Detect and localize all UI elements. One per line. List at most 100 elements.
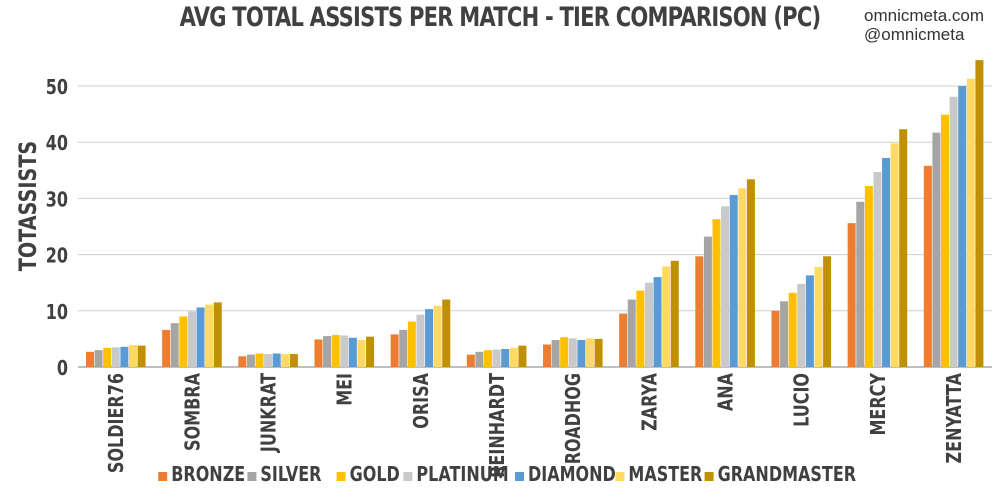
legend-swatch-bronze	[158, 472, 168, 481]
bar-roadhog-silver	[551, 340, 560, 367]
legend-label-silver: SILVER	[260, 463, 321, 486]
bar-lucio-platinum	[797, 283, 806, 367]
bar-reinhardt-master	[509, 347, 518, 367]
credit-handle: @omnicmeta	[864, 25, 965, 44]
bar-mei-master	[357, 340, 366, 367]
bar-mercy-platinum	[873, 171, 882, 367]
legend-swatch-silver	[247, 472, 257, 481]
x-tick-label: REINHARDT	[486, 372, 509, 477]
bar-mei-diamond	[348, 337, 357, 367]
bar-ana-grandmaster	[746, 179, 755, 367]
bar-reinhardt-diamond	[501, 349, 510, 367]
y-tick-label: 10	[46, 301, 68, 324]
credit: omnicmeta.com @omnicmeta	[864, 6, 984, 44]
bar-reinhardt-gold	[484, 350, 493, 367]
bar-zarya-master	[662, 266, 671, 367]
bar-mei-silver	[323, 336, 332, 367]
bar-sombra-gold	[179, 316, 188, 367]
bar-junkrat-silver	[246, 354, 255, 367]
legend-swatch-platinum	[403, 472, 413, 481]
y-tick-label: 30	[46, 189, 68, 212]
bar-soldier76-bronze	[85, 351, 94, 367]
bar-mei-platinum	[340, 335, 349, 367]
bar-zarya-diamond	[653, 277, 662, 367]
bar-roadhog-diamond	[577, 340, 586, 367]
legend-label-bronze: BRONZE	[171, 463, 245, 486]
x-tick-label: ORISA	[410, 373, 433, 429]
bar-orisa-gold	[407, 321, 416, 367]
bar-zenyatta-gold	[941, 114, 950, 367]
legend-swatch-diamond	[515, 472, 524, 481]
x-tick-label: LUCIO	[791, 373, 814, 427]
bar-lucio-gold	[788, 292, 797, 367]
bar-zarya-silver	[627, 299, 636, 367]
bar-soldier76-gold	[103, 347, 112, 367]
bar-lucio-bronze	[771, 310, 780, 367]
bar-soldier76-platinum	[111, 347, 120, 367]
bar-soldier76-master	[128, 345, 137, 367]
bar-orisa-bronze	[390, 334, 399, 367]
bar-orisa-master	[433, 305, 442, 367]
y-tick-label: 40	[46, 133, 68, 156]
bar-zenyatta-platinum	[949, 96, 958, 367]
bar-roadhog-grandmaster	[594, 338, 603, 367]
bar-junkrat-bronze	[238, 356, 247, 367]
bar-ana-master	[738, 188, 747, 367]
bar-mercy-master	[890, 143, 899, 367]
bar-sombra-diamond	[196, 307, 205, 367]
bar-orisa-diamond	[425, 309, 434, 367]
legend-label-platinum: PLATINUM	[416, 463, 508, 486]
x-tick-label: ZENYATTA	[943, 373, 966, 463]
bar-junkrat-master	[281, 354, 290, 367]
legend-label-gold: GOLD	[350, 463, 400, 486]
bar-reinhardt-grandmaster	[518, 345, 527, 367]
bar-mercy-grandmaster	[899, 129, 908, 367]
x-tick-label: JUNKRAT	[258, 372, 281, 453]
x-tick-label: MERCY	[867, 372, 890, 435]
bar-zenyatta-bronze	[923, 165, 932, 367]
bar-roadhog-master	[585, 338, 594, 367]
legend-swatch-master	[615, 472, 625, 481]
bar-lucio-diamond	[805, 275, 814, 367]
bar-zenyatta-silver	[932, 132, 941, 367]
bar-roadhog-gold	[560, 337, 569, 367]
y-tick-label: 50	[46, 76, 68, 99]
bar-reinhardt-silver	[475, 351, 484, 367]
legend-swatch-gold	[336, 472, 346, 481]
bar-reinhardt-platinum	[492, 349, 501, 367]
bar-ana-silver	[703, 236, 712, 367]
bar-orisa-platinum	[416, 314, 425, 367]
bar-zenyatta-diamond	[958, 86, 967, 367]
chart-title: AVG TOTAL ASSISTS PER MATCH - TIER COMPA…	[179, 2, 822, 33]
bar-junkrat-gold	[255, 353, 264, 367]
credit-site: omnicmeta.com	[864, 6, 984, 25]
bar-ana-diamond	[729, 195, 738, 367]
bar-zarya-bronze	[619, 313, 628, 367]
y-tick-label: 0	[57, 357, 68, 380]
bar-mei-grandmaster	[366, 336, 375, 367]
legend-label-master: MASTER	[628, 463, 702, 486]
bar-sombra-platinum	[187, 311, 196, 367]
x-tick-label: ANA	[715, 373, 738, 411]
bar-zarya-grandmaster	[670, 260, 679, 367]
bar-junkrat-platinum	[264, 354, 273, 367]
bar-lucio-silver	[780, 301, 789, 367]
bar-roadhog-bronze	[542, 344, 551, 367]
bar-roadhog-platinum	[568, 338, 577, 367]
bar-orisa-silver	[399, 329, 408, 367]
bar-zarya-platinum	[644, 282, 653, 367]
bar-sombra-silver	[170, 323, 179, 367]
bar-ana-platinum	[721, 206, 730, 367]
legend-label-diamond: DIAMOND	[528, 463, 616, 486]
y-tick-label: 20	[46, 245, 68, 268]
x-tick-label: MEI	[334, 373, 357, 406]
bar-lucio-master	[814, 266, 823, 367]
bar-zenyatta-master	[966, 78, 975, 367]
bar-sombra-master	[205, 304, 214, 367]
bar-mercy-silver	[856, 201, 865, 367]
bar-soldier76-grandmaster	[137, 345, 146, 367]
bar-mercy-bronze	[847, 223, 856, 367]
bar-orisa-grandmaster	[442, 299, 451, 367]
x-tick-label: SOLDIER76	[105, 373, 128, 473]
